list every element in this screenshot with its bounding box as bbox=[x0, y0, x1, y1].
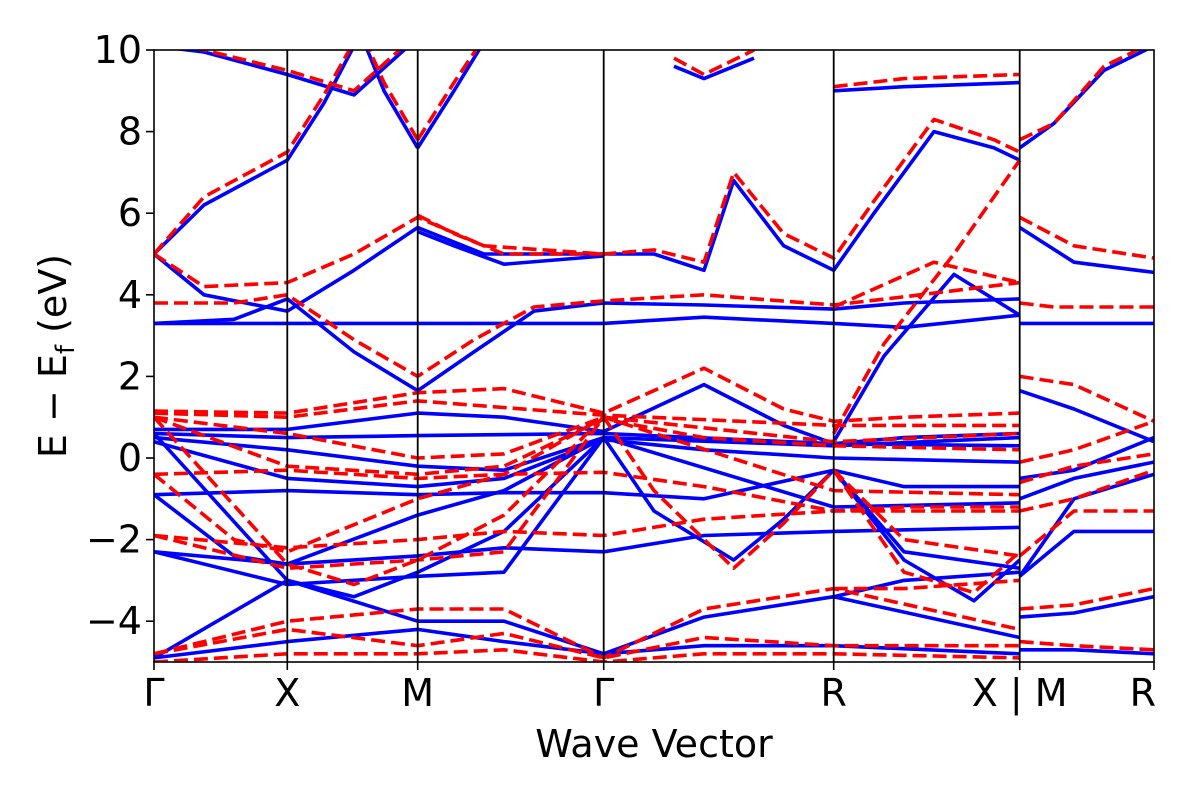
solid-band-32 bbox=[1018, 472, 1154, 578]
dashed-band-2 bbox=[154, 117, 1021, 289]
solid-band-11 bbox=[1018, 50, 1150, 150]
y-tick-label-0: −4 bbox=[86, 599, 142, 643]
dashed-band-27 bbox=[154, 586, 1021, 660]
dashed-band-0 bbox=[192, 50, 403, 93]
x-tick-label-4: R bbox=[820, 671, 846, 715]
dashed-band-34 bbox=[1019, 586, 1154, 611]
dashed-band-28 bbox=[154, 627, 1020, 660]
solid-band-20 bbox=[154, 435, 1020, 566]
y-tick-label-4: 4 bbox=[118, 273, 142, 317]
solid-band-26 bbox=[154, 432, 605, 599]
y-axis-ticks: −4 −2 0 2 4 6 8 10 bbox=[86, 28, 154, 643]
x-tick-label-3: Γ bbox=[593, 671, 614, 715]
dashed-band-24 bbox=[832, 469, 1021, 595]
solid-band-27 bbox=[154, 578, 1021, 660]
solid-band-1 bbox=[154, 50, 354, 256]
solid-band-18 bbox=[154, 437, 1020, 489]
y-axis-label: E − Ef (eV) bbox=[31, 254, 81, 458]
dashed-band-20 bbox=[154, 415, 1020, 554]
solid-band-33 bbox=[1019, 594, 1154, 619]
solid-band-13 bbox=[1019, 388, 1154, 444]
dashed-band-33 bbox=[1019, 468, 1154, 513]
dashed-band-29 bbox=[154, 647, 1020, 662]
x-axis-label: Wave Vector bbox=[535, 722, 773, 766]
dashed-band-4 bbox=[367, 50, 420, 141]
solid-band-9 bbox=[833, 80, 1020, 93]
x-axis-ticks: Γ X M Γ R X | M R bbox=[143, 662, 1156, 716]
solid-band-29 bbox=[1019, 435, 1154, 481]
solid-band-21 bbox=[154, 525, 1020, 566]
dashed-band-13 bbox=[1019, 374, 1154, 423]
band-lines bbox=[154, 50, 1154, 662]
y-tick-label-5: 6 bbox=[118, 191, 142, 235]
solid-band-7 bbox=[154, 313, 1020, 330]
dashed-band-25 bbox=[833, 578, 1020, 591]
dashed-band-14 bbox=[1019, 301, 1154, 309]
solid-band-5 bbox=[417, 229, 604, 267]
dashed-band-10 bbox=[673, 50, 755, 77]
solid-band-2 bbox=[154, 129, 1021, 313]
solid-band-31 bbox=[1018, 529, 1154, 578]
dashed-band-9 bbox=[833, 72, 1020, 89]
x-tick-label-1: X bbox=[274, 671, 300, 715]
dashed-band-12 bbox=[1018, 215, 1154, 260]
solid-band-10 bbox=[673, 56, 755, 81]
solid-band-12 bbox=[1018, 225, 1154, 275]
dashed-band-30 bbox=[1019, 419, 1154, 464]
dashed-band-16 bbox=[154, 399, 1020, 428]
y-tick-label-3: 2 bbox=[118, 354, 142, 398]
y-tick-label-2: 0 bbox=[118, 436, 142, 480]
x-tick-label-2: M bbox=[401, 671, 434, 715]
solid-band-19 bbox=[154, 468, 1020, 501]
dashed-band-1 bbox=[154, 50, 352, 256]
dashed-band-26 bbox=[154, 415, 605, 587]
dashed-band-23 bbox=[602, 416, 1020, 571]
solid-band-23 bbox=[602, 436, 1020, 570]
x-tick-label-0: Γ bbox=[143, 671, 164, 715]
solid-band-8 bbox=[832, 272, 1021, 443]
dashed-band-18 bbox=[154, 415, 1020, 477]
dashed-band-35 bbox=[1019, 639, 1154, 652]
solid-band-4 bbox=[365, 50, 420, 149]
dashed-band-11 bbox=[1018, 50, 1142, 142]
plot-frame bbox=[153, 49, 1155, 663]
dashed-band-21 bbox=[154, 509, 1020, 550]
dashed-band-6 bbox=[154, 280, 1020, 379]
solid-band-34 bbox=[1019, 647, 1154, 656]
x-tick-label-5: X | M bbox=[972, 671, 1068, 716]
dashed-band-8 bbox=[832, 159, 1022, 435]
solid-band-3 bbox=[416, 50, 482, 149]
dashed-band-15 bbox=[154, 366, 1020, 424]
k-point-separators bbox=[286, 50, 1021, 662]
x-tick-label-6: R bbox=[1130, 671, 1156, 715]
dashed-band-5 bbox=[416, 213, 604, 256]
dashed-band-7 bbox=[832, 260, 1021, 309]
y-tick-label-6: 8 bbox=[118, 110, 142, 154]
solid-band-25 bbox=[833, 570, 1020, 599]
dashed-band-31 bbox=[1019, 452, 1154, 485]
y-tick-label-7: 10 bbox=[94, 28, 142, 72]
dashed-band-3 bbox=[416, 50, 478, 141]
solid-band-30 bbox=[1019, 460, 1154, 501]
solid-band-6 bbox=[154, 297, 1020, 393]
y-tick-label-1: −2 bbox=[86, 518, 142, 562]
dashed-band-32 bbox=[1018, 509, 1154, 558]
